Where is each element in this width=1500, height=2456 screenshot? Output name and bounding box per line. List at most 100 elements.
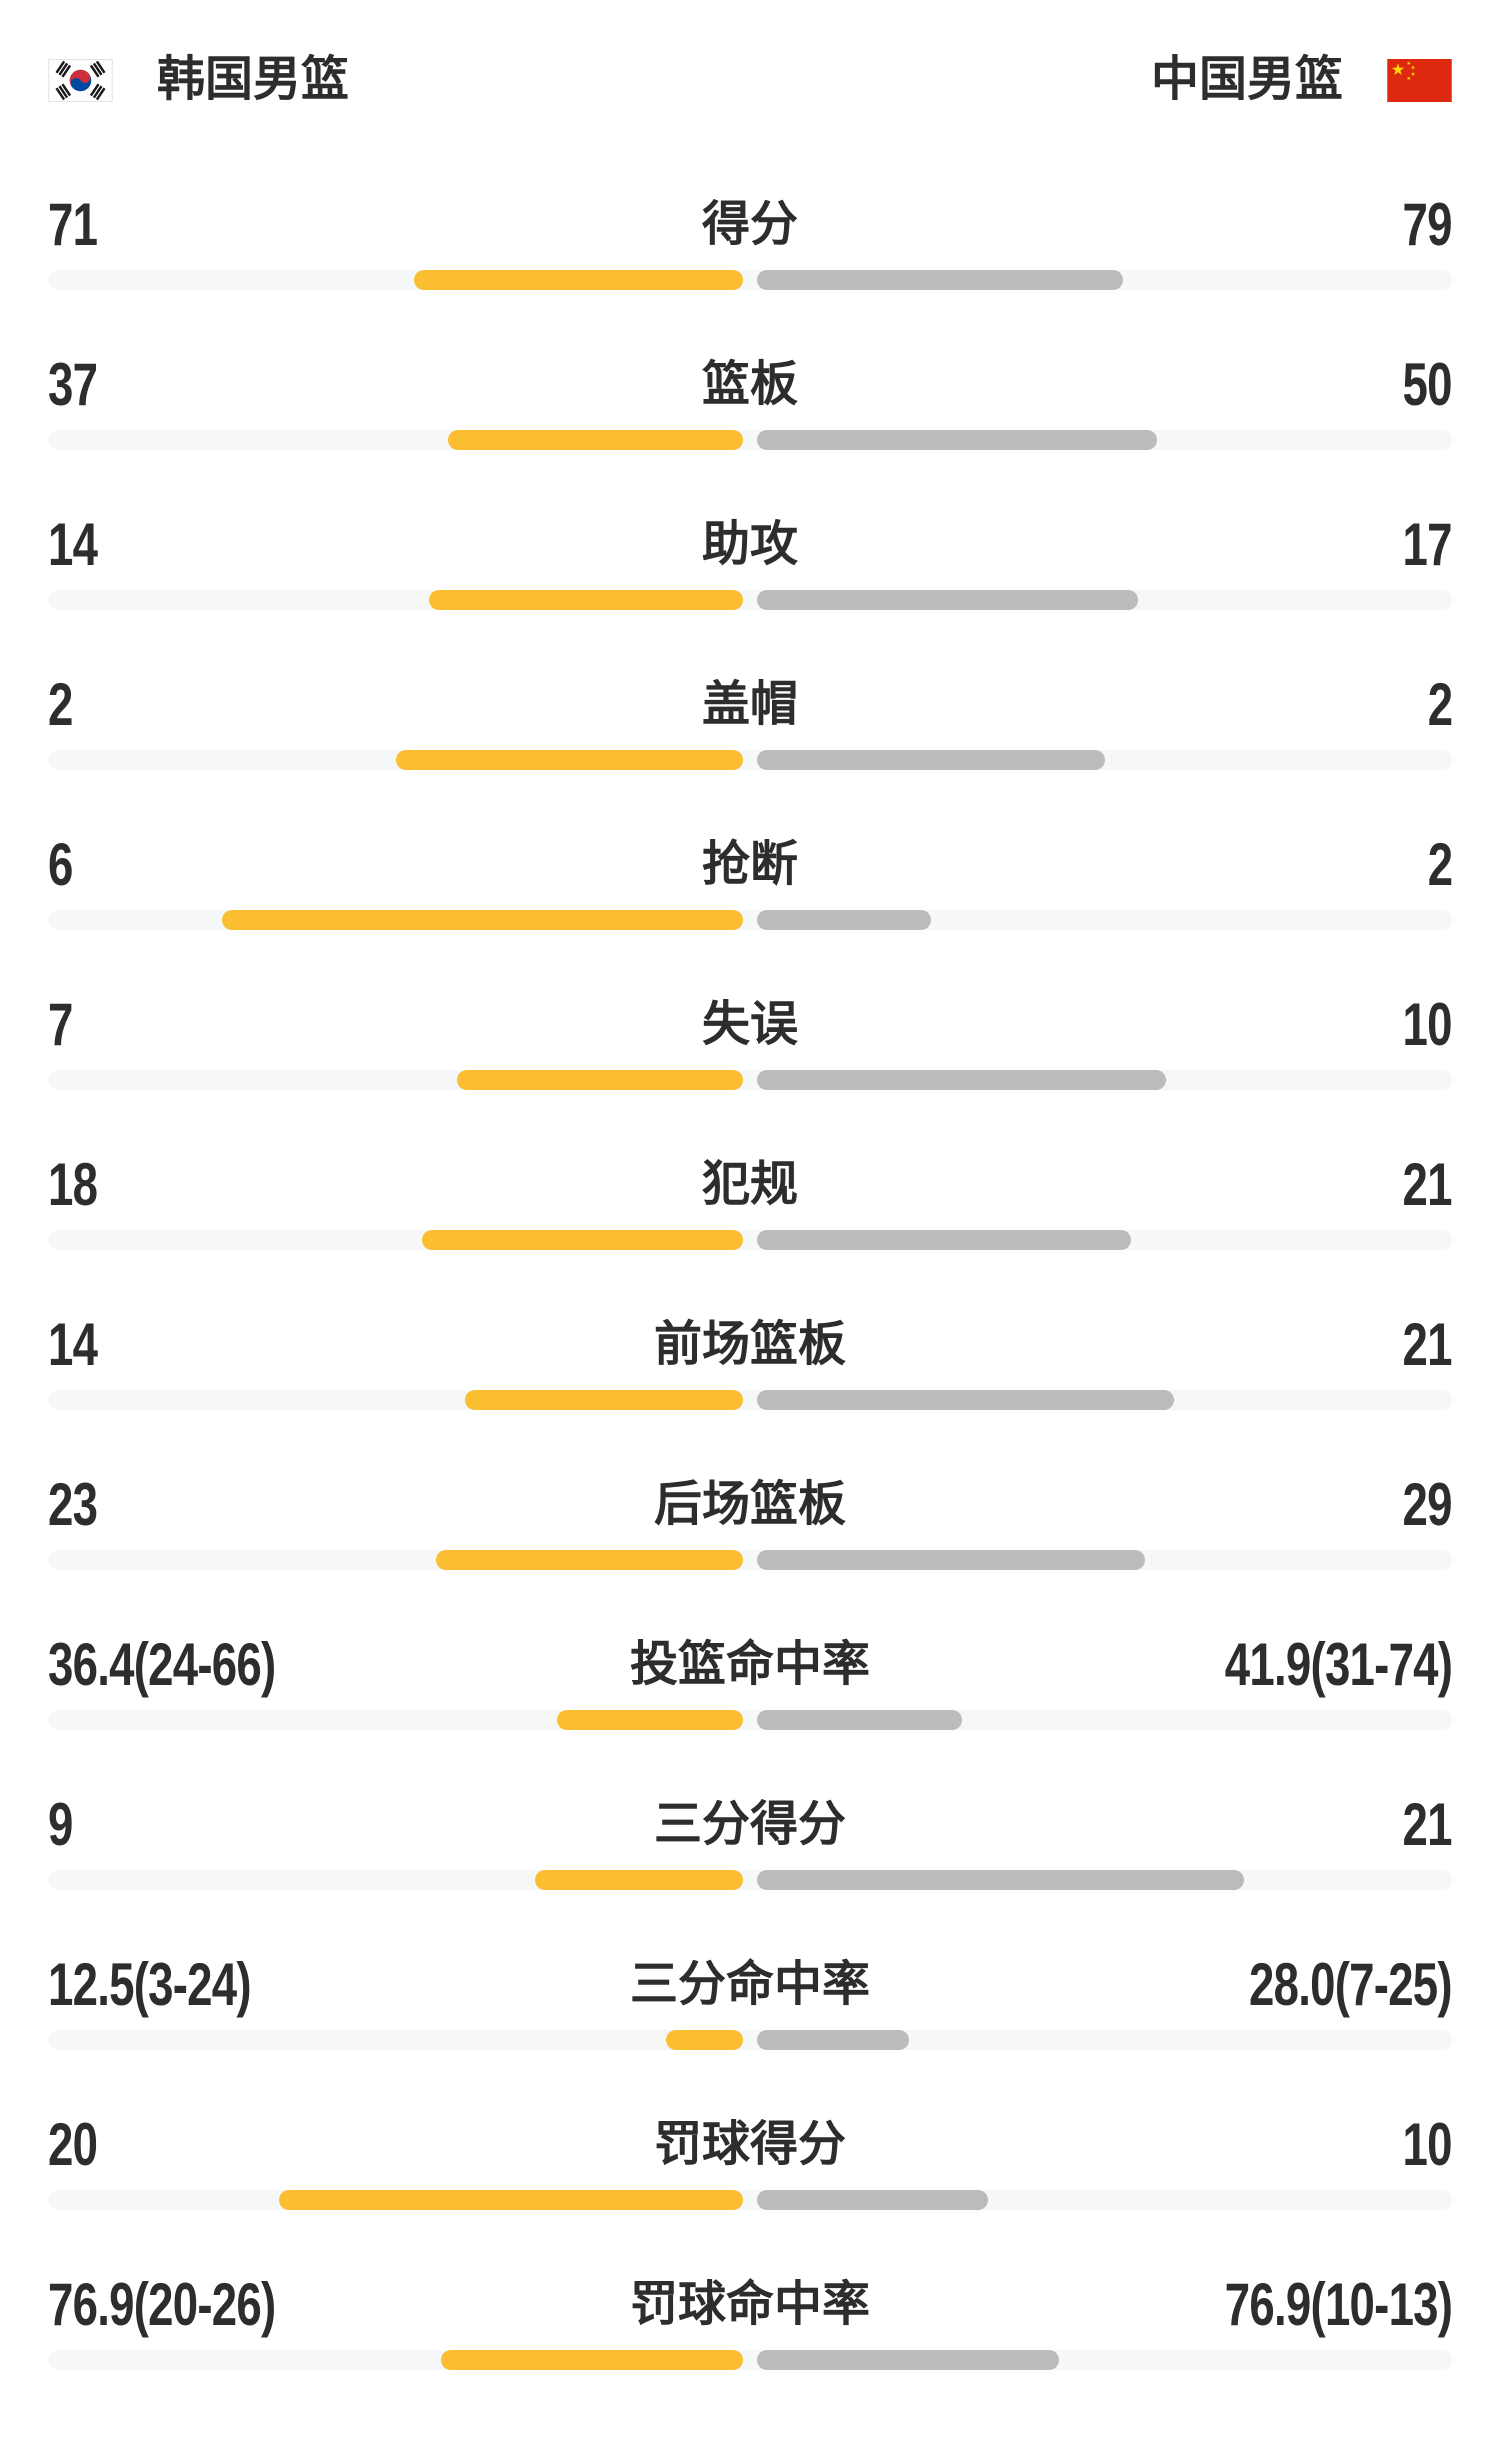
- right-bar-area: [757, 270, 1452, 290]
- right-team-bar: [757, 270, 1124, 290]
- stat-label: 罚球得分: [653, 2118, 847, 2171]
- left-team-bar: [447, 430, 743, 450]
- stat-bar-track: [48, 270, 1452, 290]
- right-value: 2: [1427, 671, 1452, 738]
- stat-bar-track: [48, 430, 1452, 450]
- stat-row: 36.4(24-66) 投篮命中率 41.9(31-74): [48, 1630, 1453, 1790]
- right-value: 10: [1402, 2111, 1453, 2178]
- left-value: 18: [48, 1151, 98, 1218]
- stat-values-line: 71 得分 79: [48, 190, 1453, 260]
- right-value: 21: [1402, 1791, 1453, 1858]
- left-team-bar: [221, 910, 743, 930]
- right-value: 29: [1402, 1471, 1453, 1538]
- left-team-bar: [279, 2190, 743, 2210]
- right-team-bar: [757, 750, 1105, 770]
- left-value: 7: [48, 991, 73, 1058]
- right-team-bar: [757, 1390, 1174, 1410]
- right-team-bar: [757, 1230, 1131, 1250]
- left-bar-area: [48, 270, 743, 290]
- stat-label: 盖帽: [701, 678, 799, 731]
- stat-row: 12.5(3-24) 三分命中率 28.0(7-25): [48, 1950, 1453, 2110]
- right-team: 中国男篮: [1151, 56, 1452, 104]
- left-team-bar: [421, 1230, 743, 1250]
- left-bar-area: [48, 750, 743, 770]
- right-value: 79: [1402, 191, 1453, 258]
- right-bar-area: [757, 1550, 1452, 1570]
- left-bar-area: [48, 1710, 743, 1730]
- right-team-bar: [757, 910, 931, 930]
- right-team-bar: [757, 2350, 1060, 2370]
- left-bar-area: [48, 2350, 743, 2370]
- left-team-bar: [665, 2030, 743, 2050]
- stat-label: 犯规: [701, 1158, 799, 1211]
- left-value: 36.4(24-66): [48, 1631, 276, 1698]
- left-bar-area: [48, 430, 743, 450]
- stat-row: 18 犯规 21: [48, 1150, 1453, 1310]
- right-value: 21: [1402, 1311, 1453, 1378]
- right-team-bar: [757, 1550, 1145, 1570]
- stats-rows: 71 得分 79 37 篮板 50: [48, 190, 1453, 2430]
- south-korea-flag-icon: [48, 58, 113, 102]
- right-team-bar: [757, 1870, 1244, 1890]
- right-value: 41.9(31-74): [1224, 1631, 1453, 1698]
- stat-label: 助攻: [701, 518, 799, 571]
- stat-label: 得分: [701, 198, 799, 251]
- left-value: 71: [48, 191, 98, 258]
- stat-bar-track: [48, 1710, 1452, 1730]
- right-bar-area: [757, 750, 1452, 770]
- right-value: 21: [1402, 1151, 1453, 1218]
- left-team-bar: [414, 270, 743, 290]
- right-bar-area: [757, 1390, 1452, 1410]
- left-team-bar: [557, 1710, 743, 1730]
- stat-label: 篮板: [701, 358, 799, 411]
- stat-values-line: 2 盖帽 2: [48, 670, 1453, 740]
- left-bar-area: [48, 1070, 743, 1090]
- left-value: 2: [48, 671, 73, 738]
- stat-bar-track: [48, 2190, 1452, 2210]
- right-team-bar: [757, 2030, 910, 2050]
- stat-values-line: 20 罚球得分 10: [48, 2110, 1453, 2180]
- right-team-bar: [757, 1070, 1166, 1090]
- right-bar-area: [757, 430, 1452, 450]
- left-value: 9: [48, 1791, 73, 1858]
- right-bar-area: [757, 1870, 1452, 1890]
- stat-bar-track: [48, 910, 1452, 930]
- stat-bar-track: [48, 2350, 1452, 2370]
- stat-bar-track: [48, 2030, 1452, 2050]
- stat-values-line: 14 助攻 17: [48, 510, 1453, 580]
- stat-bar-track: [48, 1230, 1452, 1250]
- left-team-bar: [465, 1390, 743, 1410]
- stat-values-line: 37 篮板 50: [48, 350, 1453, 420]
- left-bar-area: [48, 590, 743, 610]
- left-team: 韩国男篮: [48, 56, 349, 104]
- stat-values-line: 14 前场篮板 21: [48, 1310, 1453, 1380]
- stat-values-line: 36.4(24-66) 投篮命中率 41.9(31-74): [48, 1630, 1453, 1700]
- stat-label: 前场篮板: [653, 1318, 847, 1371]
- right-bar-area: [757, 1070, 1452, 1090]
- left-value: 6: [48, 831, 73, 898]
- stat-row: 37 篮板 50: [48, 350, 1453, 510]
- right-team-bar: [757, 430, 1157, 450]
- right-value: 28.0(7-25): [1249, 1951, 1453, 2018]
- stat-row: 23 后场篮板 29: [48, 1470, 1453, 1630]
- stat-label: 后场篮板: [653, 1478, 847, 1531]
- stat-row: 7 失误 10: [48, 990, 1453, 1150]
- right-value: 76.9(10-13): [1224, 2271, 1453, 2338]
- stat-label: 三分命中率: [629, 1958, 871, 2011]
- left-bar-area: [48, 1870, 743, 1890]
- left-bar-area: [48, 2030, 743, 2050]
- left-value: 76.9(20-26): [48, 2271, 276, 2338]
- right-bar-area: [757, 2350, 1452, 2370]
- right-bar-area: [757, 1710, 1452, 1730]
- left-team-bar: [428, 590, 743, 610]
- left-team-bar: [534, 1870, 743, 1890]
- left-team-bar: [456, 1070, 743, 1090]
- stats-page: 韩国男篮 中国男篮 71 得分 79: [0, 56, 1500, 2430]
- stat-bar-track: [48, 590, 1452, 610]
- match-header: 韩国男篮 中国男篮: [48, 56, 1452, 104]
- stat-label: 三分得分: [653, 1798, 847, 1851]
- left-team-bar: [440, 2350, 743, 2370]
- right-team-bar: [757, 1710, 963, 1730]
- right-team-bar: [757, 2190, 989, 2210]
- stat-bar-track: [48, 1550, 1452, 1570]
